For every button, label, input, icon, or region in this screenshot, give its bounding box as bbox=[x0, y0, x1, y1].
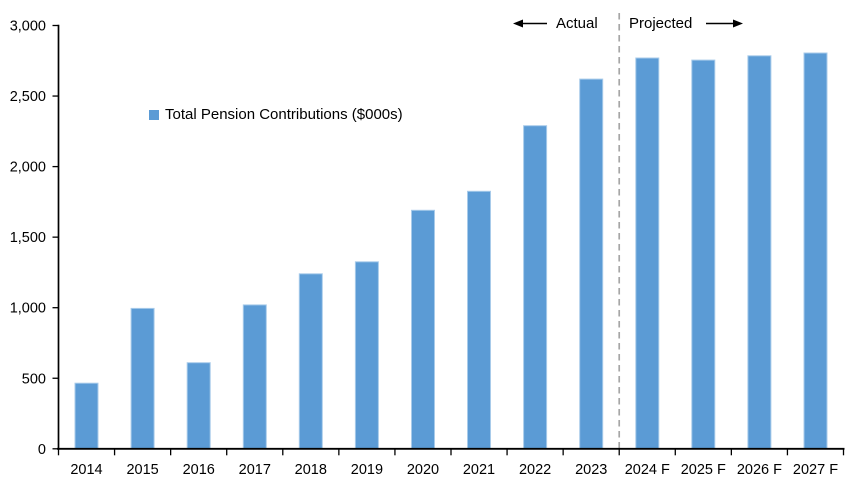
bar-2016 bbox=[186, 362, 211, 450]
bar-2019 bbox=[354, 261, 379, 450]
y-tick-label: 2,000 bbox=[10, 160, 46, 176]
x-category-label: 2018 bbox=[295, 462, 327, 478]
bar-2025 F bbox=[691, 59, 716, 450]
x-category-label: 2017 bbox=[239, 462, 271, 478]
legend: Total Pension Contributions ($000s) bbox=[149, 107, 403, 123]
bar-2022 bbox=[523, 125, 548, 450]
x-category-label: 2016 bbox=[183, 462, 215, 478]
actual-label: Actual bbox=[556, 15, 598, 32]
x-category-label: 2025 F bbox=[681, 462, 726, 478]
x-category-label: 2019 bbox=[351, 462, 383, 478]
bar-2023 bbox=[579, 78, 604, 450]
x-category-label: 2015 bbox=[126, 462, 158, 478]
y-tick-label: 1,500 bbox=[10, 230, 46, 246]
y-tick-label: 2,500 bbox=[10, 89, 46, 105]
x-category-label: 2026 F bbox=[737, 462, 782, 478]
y-tick-label: 0 bbox=[38, 442, 46, 458]
actual-left-arrow-icon bbox=[513, 19, 547, 28]
x-category-label: 2023 bbox=[575, 462, 607, 478]
x-category-label: 2021 bbox=[463, 462, 495, 478]
y-tick-label: 1,000 bbox=[10, 301, 46, 317]
bar-2021 bbox=[467, 190, 491, 450]
bar-2026 F bbox=[747, 55, 772, 450]
legend-label: Total Pension Contributions ($000s) bbox=[165, 106, 403, 123]
x-category-label: 2022 bbox=[519, 462, 551, 478]
y-tick-label: 500 bbox=[22, 371, 46, 387]
x-category-label: 2014 bbox=[70, 462, 102, 478]
x-category-label: 2024 F bbox=[625, 462, 670, 478]
bar-2024 F bbox=[635, 57, 660, 450]
bar-2015 bbox=[130, 307, 155, 450]
bar-2020 bbox=[411, 209, 435, 450]
y-tick-label: 3,000 bbox=[10, 19, 46, 35]
projected-label: Projected bbox=[629, 15, 693, 32]
projected-right-arrow-icon bbox=[706, 19, 743, 28]
bar-2014 bbox=[74, 382, 99, 450]
x-category-label: 2020 bbox=[407, 462, 439, 478]
bar-2018 bbox=[298, 273, 323, 450]
x-category-label: 2027 F bbox=[793, 462, 838, 478]
legend-swatch-icon bbox=[149, 110, 159, 120]
bar-2027 F bbox=[803, 52, 828, 450]
bar-2017 bbox=[242, 304, 267, 450]
